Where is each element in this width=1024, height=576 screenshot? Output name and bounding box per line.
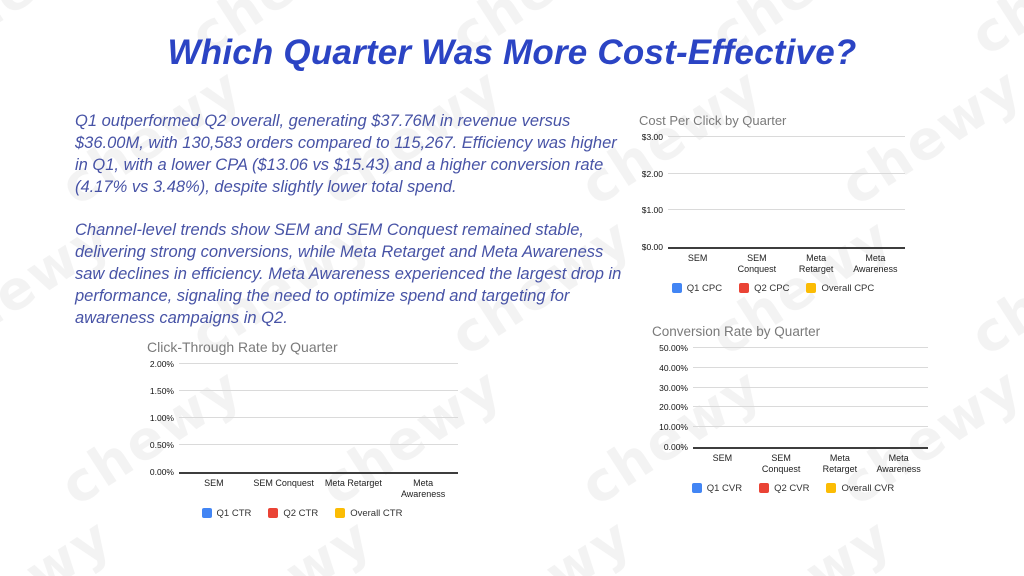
legend: Q1 CTR Q2 CTR Overall CTR	[132, 508, 472, 519]
x-category-label: Meta Retarget	[324, 478, 382, 488]
y-tick-label: 0.00%	[149, 467, 174, 477]
legend-item: Q2 CVR	[759, 483, 809, 494]
legend-swatch-icon	[268, 508, 279, 519]
x-category-label: Meta Awareness	[853, 253, 898, 274]
x-category-label: SEM Conquest	[761, 453, 801, 474]
legend-label: Overall CVR	[841, 482, 895, 494]
y-tick-label: 20.00%	[659, 402, 688, 413]
legend-swatch-icon	[739, 283, 750, 294]
legend-swatch-icon	[691, 483, 702, 494]
legend-label: Q2 CTR	[283, 507, 319, 519]
legend-label: Q1 CVR	[706, 482, 743, 494]
legend-item: Q1 CPC	[671, 282, 723, 294]
chart-cost-per-click: Cost Per Click by Quarter $0.00 $1.00 $2.0…	[627, 113, 919, 294]
y-tick-label: 40.00%	[659, 362, 688, 373]
legend-swatch-icon	[759, 483, 770, 494]
summary-paragraph-1: Q1 outperformed Q2 overall, generating $…	[75, 112, 617, 196]
y-tick-label: 50.00%	[659, 343, 688, 353]
watermark-text: chewy	[699, 505, 903, 576]
gridline	[693, 406, 928, 408]
gridline	[179, 417, 458, 418]
legend-item: Overall CTR	[335, 508, 402, 519]
y-tick-label: 10.00%	[659, 422, 688, 433]
gridline	[693, 386, 928, 388]
y-tick-label: $2.00	[641, 168, 663, 179]
chart-title: Cost Per Click by Quarter	[639, 113, 787, 128]
gridline	[179, 390, 458, 391]
gridline	[668, 172, 905, 174]
chart-title: Click-Through Rate by Quarter	[147, 339, 338, 355]
legend-item: Overall CPC	[806, 283, 874, 294]
legend-label: Q1 CPC	[686, 282, 723, 294]
x-category-label: SEM	[204, 478, 224, 488]
gridline	[179, 363, 458, 364]
gridline	[668, 136, 905, 137]
x-category-label: Meta Retarget	[822, 453, 858, 474]
x-axis-labels: SEM SEM Conquest Meta Retarget Meta Awarene…	[693, 449, 928, 475]
watermark-text: chewy	[959, 505, 1024, 576]
y-tick-label: 30.00%	[659, 382, 688, 393]
slide-title: Which Quarter Was More Cost-Effective?	[167, 33, 857, 72]
watermark-text: chewy	[0, 505, 123, 576]
watermark-text: chewy	[959, 205, 1024, 368]
x-category-label: Meta Awareness	[876, 453, 921, 474]
gridline	[693, 426, 928, 428]
legend-item: Q2 CPC	[739, 283, 789, 294]
plot-area: 0.00% 10.00% 20.00% 30.00% 40.00% 50.00%	[659, 343, 928, 452]
x-category-label: SEM Conquest	[737, 253, 777, 274]
y-tick-label: 0.50%	[149, 440, 174, 450]
legend-swatch-icon	[335, 508, 346, 519]
x-axis-labels: SEM SEM Conquest Meta Retarget Meta Awarene…	[668, 249, 905, 275]
legend-label: Q1 CTR	[216, 507, 252, 519]
chart-title: Conversion Rate by Quarter	[652, 324, 821, 339]
x-category-label: SEM Conquest	[253, 478, 314, 488]
gridline	[693, 366, 928, 368]
legend-swatch-icon	[671, 283, 682, 294]
bar-groups	[693, 348, 928, 447]
chart-conversion-rate: Conversion Rate by Quarter 0.00% 10.00% 20…	[644, 324, 942, 494]
y-tick-label: 0.00%	[663, 442, 688, 452]
x-category-label: Meta Awareness	[400, 478, 446, 499]
y-tick-label: $3.00	[641, 132, 663, 142]
legend-item: Overall CVR	[826, 483, 894, 494]
summary-text-block: Q1 outperformed Q2 overall, generating $…	[75, 111, 623, 350]
x-axis-labels: SEM SEM Conquest Meta Retarget Meta Awarene…	[179, 474, 458, 500]
x-category-label: SEM	[687, 253, 708, 263]
gridline	[179, 444, 458, 445]
chart-click-through-rate: Click-Through Rate by Quarter 0.00% 0.50%…	[132, 339, 472, 519]
x-category-label: SEM	[712, 453, 733, 463]
legend-item: Q1 CVR	[691, 482, 743, 494]
legend-item: Q2 CTR	[268, 508, 318, 519]
legend-item: Q1 CTR	[201, 507, 252, 519]
legend-label: Overall CTR	[350, 507, 403, 519]
summary-paragraph-2: Channel-level trends show SEM and SEM Co…	[75, 220, 622, 327]
legend-label: Q2 CPC	[754, 282, 790, 294]
plot-area: 0.00% 0.50% 1.00% 1.50% 2.00%	[150, 359, 458, 477]
y-tick-label: 1.00%	[149, 413, 174, 423]
y-tick-label: $1.00	[641, 205, 663, 216]
gridline	[668, 209, 905, 211]
legend: Q1 CPC Q2 CPC Overall CPC	[627, 283, 919, 294]
bar-groups	[668, 137, 905, 247]
legend-label: Overall CPC	[821, 282, 875, 294]
bar-groups	[179, 364, 458, 472]
gridline	[693, 347, 928, 348]
legend-swatch-icon	[201, 508, 212, 519]
y-tick-label: $0.00	[641, 242, 663, 252]
plot-area: $0.00 $1.00 $2.00 $3.00	[642, 132, 905, 252]
legend-swatch-icon	[826, 483, 837, 494]
y-tick-label: 1.50%	[149, 386, 174, 396]
legend: Q1 CVR Q2 CVR Overall CVR	[644, 483, 942, 494]
legend-swatch-icon	[806, 283, 817, 294]
x-category-label: Meta Retarget	[798, 253, 834, 274]
legend-label: Q2 CVR	[774, 482, 810, 494]
y-tick-label: 2.00%	[149, 359, 174, 369]
